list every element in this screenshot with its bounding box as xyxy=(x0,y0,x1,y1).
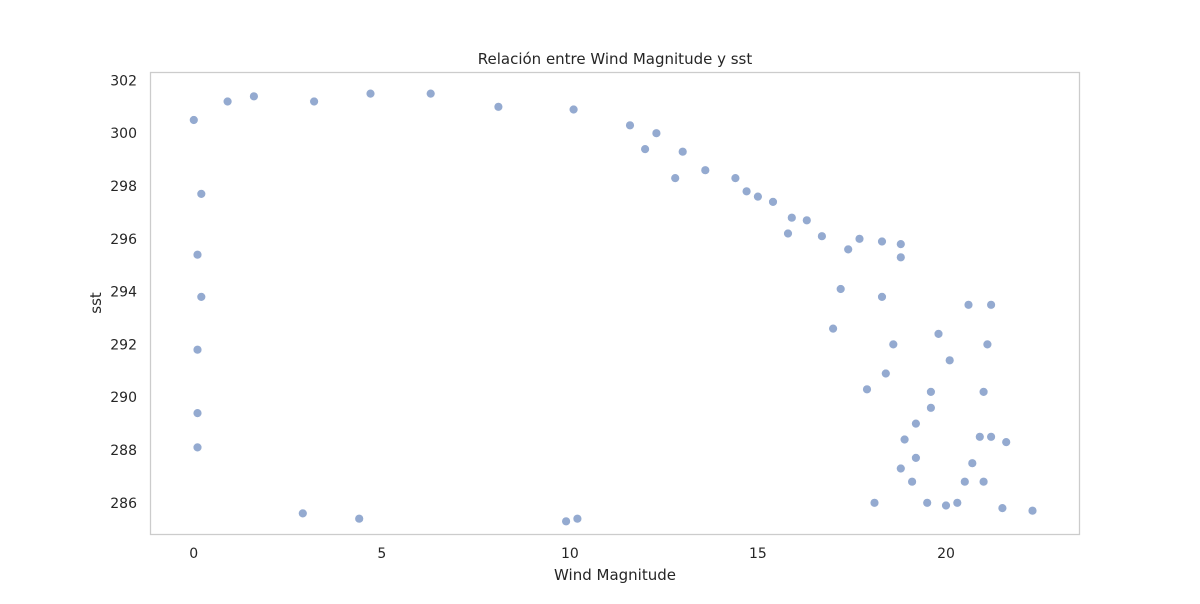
x-tick-label: 15 xyxy=(749,546,767,562)
scatter-point xyxy=(783,228,793,239)
x-axis-label: Wind Magnitude xyxy=(554,566,676,584)
scatter-point xyxy=(835,284,846,294)
scatter-point xyxy=(196,292,207,302)
scatter-point xyxy=(941,500,951,511)
scatter-point xyxy=(192,250,203,260)
scatter-point xyxy=(978,477,989,487)
scatter-point xyxy=(787,213,797,223)
y-tick-label: 298 xyxy=(110,179,137,195)
scatter-point xyxy=(896,463,906,474)
scatter-point xyxy=(997,503,1008,513)
x-tick-label: 10 xyxy=(561,546,579,562)
y-tick-label: 300 xyxy=(110,126,137,142)
y-axis-label: sst xyxy=(87,292,105,314)
scatter-point xyxy=(309,96,319,107)
x-tick-label: 0 xyxy=(189,546,198,562)
y-tick-label: 296 xyxy=(110,232,137,248)
scatter-point xyxy=(978,387,989,397)
y-tick-label: 292 xyxy=(110,337,137,353)
scatter-point xyxy=(933,329,944,339)
scatter-point xyxy=(896,252,906,262)
scatter-point xyxy=(249,91,259,102)
scatter-point xyxy=(298,508,308,519)
scatter-point xyxy=(192,345,203,355)
scatter-point xyxy=(561,516,571,526)
scatter-point xyxy=(843,244,853,255)
scatter-point xyxy=(911,418,921,429)
y-tick-label: 288 xyxy=(110,443,137,459)
scatter-point xyxy=(967,458,977,468)
scatter-point xyxy=(365,88,376,99)
y-tick-label: 286 xyxy=(110,496,137,512)
scatter-point xyxy=(817,231,827,241)
scatter-point xyxy=(753,191,763,202)
scatter-point xyxy=(862,384,872,394)
scatter-point xyxy=(651,128,662,138)
scatter-point xyxy=(896,239,906,249)
scatter-point xyxy=(975,432,985,442)
y-tick-label: 302 xyxy=(110,73,137,89)
scatter-point xyxy=(768,197,778,207)
scatter-point xyxy=(907,477,917,487)
scatter-point xyxy=(911,453,921,463)
scatter-point xyxy=(982,339,993,350)
x-tick-labels: 0 5 10 15 20 xyxy=(189,546,955,562)
scatter-point xyxy=(926,387,936,397)
scatter-point xyxy=(568,104,579,115)
scatter-point xyxy=(986,432,996,442)
chart-title: Relación entre Wind Magnitude y sst xyxy=(478,50,753,68)
scatter-point xyxy=(741,186,752,197)
scatter-point xyxy=(952,498,962,508)
y-tick-labels: 286 288 290 292 294 296 298 300 302 xyxy=(110,73,137,511)
scatter-point xyxy=(192,408,203,418)
y-tick-label: 290 xyxy=(110,390,137,406)
scatter-point xyxy=(625,120,635,131)
scatter-point xyxy=(869,498,880,508)
scatter-point xyxy=(354,513,364,524)
scatter-point xyxy=(192,442,203,453)
scatter-point xyxy=(877,292,887,302)
scatter-point xyxy=(802,215,812,226)
scatter-point xyxy=(196,189,207,199)
scatter-point xyxy=(944,355,955,365)
scatter-point xyxy=(222,96,233,107)
scatter-point xyxy=(926,403,936,413)
scatter-points xyxy=(189,88,1038,526)
scatter-point xyxy=(1001,437,1011,447)
scatter-point xyxy=(877,236,887,247)
scatter-point xyxy=(670,173,680,183)
x-tick-label: 20 xyxy=(937,546,955,562)
scatter-point xyxy=(640,144,650,154)
scatter-point xyxy=(730,173,741,183)
scatter-point xyxy=(572,513,583,524)
scatter-point xyxy=(963,300,974,310)
scatter-point xyxy=(986,300,996,310)
y-tick-label: 294 xyxy=(110,285,137,301)
scatter-point xyxy=(960,477,970,487)
scatter-point xyxy=(888,339,898,350)
scatter-point xyxy=(922,498,932,508)
scatter-point xyxy=(1027,506,1038,516)
scatter-point xyxy=(189,115,199,125)
scatter-point xyxy=(493,102,504,112)
scatter-point xyxy=(881,368,891,379)
scatter-point xyxy=(426,88,436,99)
scatter-point xyxy=(828,323,838,334)
scatter-point xyxy=(677,147,688,157)
scatter-point xyxy=(899,434,910,445)
scatter-point xyxy=(700,165,710,175)
scatter-point xyxy=(854,234,865,244)
x-tick-label: 5 xyxy=(377,546,386,562)
plot-frame xyxy=(149,71,1081,536)
